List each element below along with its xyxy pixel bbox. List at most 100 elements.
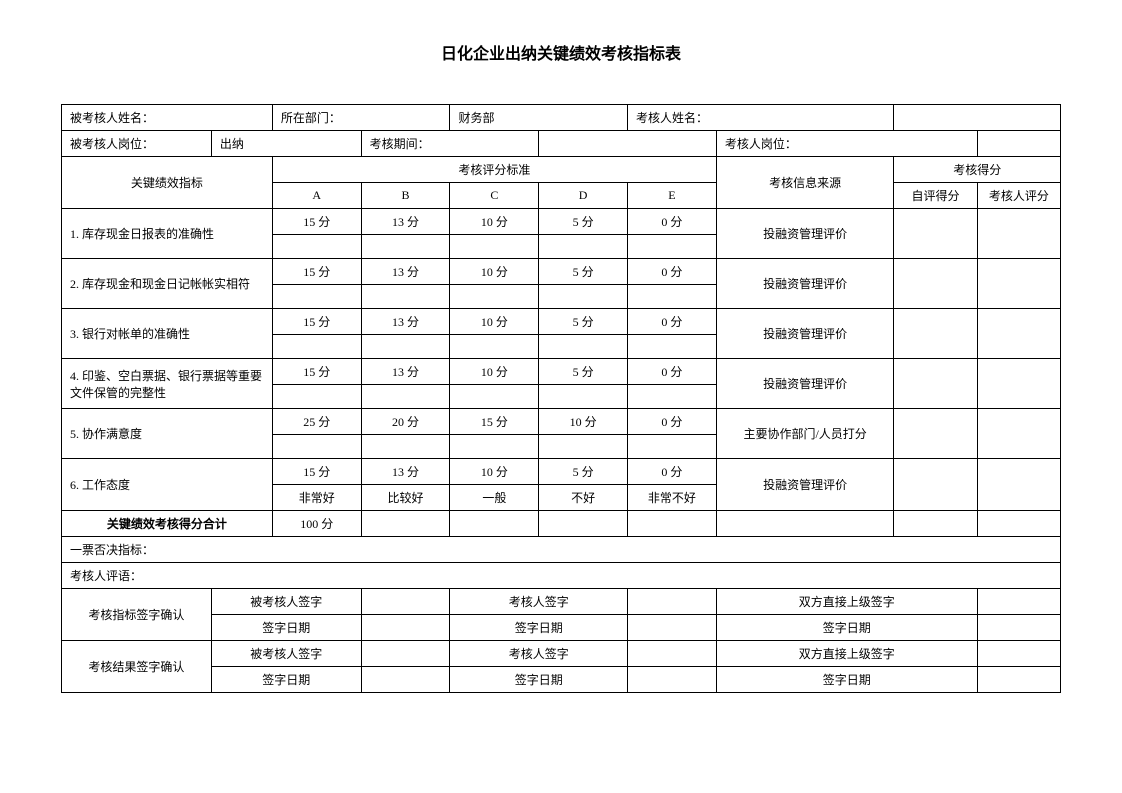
- label-cell: 比较好: [361, 485, 450, 511]
- score-cell: 10 分: [450, 209, 539, 235]
- comment-row[interactable]: 考核人评语：: [62, 563, 1061, 589]
- blank-cell: [894, 511, 977, 537]
- blank-cell[interactable]: [628, 285, 717, 309]
- blank-cell[interactable]: [272, 335, 361, 359]
- sign-input[interactable]: [977, 641, 1060, 667]
- self-score-input[interactable]: [894, 459, 977, 511]
- examiner-score-input[interactable]: [977, 459, 1060, 511]
- blank-cell[interactable]: [361, 385, 450, 409]
- self-score-input[interactable]: [894, 259, 977, 309]
- date-input[interactable]: [361, 615, 450, 641]
- sign-input[interactable]: [628, 589, 717, 615]
- kpi-confirm-label: 考核指标签字确认: [62, 589, 212, 641]
- blank-cell: [977, 511, 1060, 537]
- blank-cell: [450, 511, 539, 537]
- score-cell: 15 分: [450, 409, 539, 435]
- examiner-name-label: 考核人姓名：: [628, 105, 894, 131]
- examiner-score-input[interactable]: [977, 259, 1060, 309]
- score-cell: 0 分: [628, 259, 717, 285]
- examiner-sign-label: 考核人签字: [450, 589, 628, 615]
- blank-cell: [361, 511, 450, 537]
- score-cell: 0 分: [628, 359, 717, 385]
- kpi-source: 主要协作部门/人员打分: [716, 409, 894, 459]
- blank-cell[interactable]: [539, 285, 628, 309]
- sign-input[interactable]: [361, 589, 450, 615]
- blank-cell[interactable]: [450, 435, 539, 459]
- col-standard: 考核评分标准: [272, 157, 716, 183]
- self-score-input[interactable]: [894, 409, 977, 459]
- period-label: 考核期间：: [361, 131, 539, 157]
- examinee-sign-label: 被考核人签字: [211, 641, 361, 667]
- score-cell: 13 分: [361, 359, 450, 385]
- blank-cell[interactable]: [450, 385, 539, 409]
- blank-cell: [628, 511, 717, 537]
- kpi-row-name: 3. 银行对帐单的准确性: [62, 309, 273, 359]
- score-cell: 15 分: [272, 259, 361, 285]
- blank-cell[interactable]: [361, 435, 450, 459]
- self-score-input[interactable]: [894, 359, 977, 409]
- blank-cell[interactable]: [272, 235, 361, 259]
- score-cell: 13 分: [361, 309, 450, 335]
- kpi-source: 投融资管理评价: [716, 309, 894, 359]
- date-input[interactable]: [361, 667, 450, 693]
- sign-date-label: 签字日期: [211, 615, 361, 641]
- examiner-score-input[interactable]: [977, 409, 1060, 459]
- blank-cell[interactable]: [628, 235, 717, 259]
- kpi-source: 投融资管理评价: [716, 359, 894, 409]
- blank-cell[interactable]: [628, 435, 717, 459]
- examiner-score-input[interactable]: [977, 209, 1060, 259]
- sign-input[interactable]: [628, 641, 717, 667]
- sign-date-label: 签字日期: [450, 667, 628, 693]
- dept-label: 所在部门：: [272, 105, 450, 131]
- period-value[interactable]: [539, 131, 717, 157]
- blank-cell[interactable]: [361, 285, 450, 309]
- score-cell: 0 分: [628, 409, 717, 435]
- score-cell: 13 分: [361, 459, 450, 485]
- score-cell: 5 分: [539, 459, 628, 485]
- date-input[interactable]: [628, 667, 717, 693]
- score-cell: 25 分: [272, 409, 361, 435]
- kpi-row-name: 6. 工作态度: [62, 459, 273, 511]
- score-cell: 5 分: [539, 259, 628, 285]
- blank-cell[interactable]: [450, 235, 539, 259]
- col-examiner-score: 考核人评分: [977, 183, 1060, 209]
- score-cell: 0 分: [628, 309, 717, 335]
- blank-cell[interactable]: [539, 335, 628, 359]
- self-score-input[interactable]: [894, 209, 977, 259]
- date-input[interactable]: [628, 615, 717, 641]
- col-self-score: 自评得分: [894, 183, 977, 209]
- sign-input[interactable]: [977, 589, 1060, 615]
- blank-cell[interactable]: [272, 435, 361, 459]
- score-cell: 10 分: [539, 409, 628, 435]
- blank-cell[interactable]: [272, 285, 361, 309]
- blank-cell: [539, 511, 628, 537]
- examiner-post-value[interactable]: [977, 131, 1060, 157]
- blank-cell[interactable]: [361, 235, 450, 259]
- blank-cell[interactable]: [628, 335, 717, 359]
- examiner-name-value[interactable]: [894, 105, 1061, 131]
- date-input[interactable]: [977, 667, 1060, 693]
- col-a: A: [272, 183, 361, 209]
- examinee-name-label: 被考核人姓名：: [62, 105, 273, 131]
- examiner-score-input[interactable]: [977, 309, 1060, 359]
- blank-cell[interactable]: [361, 335, 450, 359]
- blank-cell[interactable]: [539, 385, 628, 409]
- examiner-score-input[interactable]: [977, 359, 1060, 409]
- blank-cell[interactable]: [450, 335, 539, 359]
- veto-row[interactable]: 一票否决指标：: [62, 537, 1061, 563]
- sign-input[interactable]: [361, 641, 450, 667]
- sign-date-label: 签字日期: [211, 667, 361, 693]
- self-score-input[interactable]: [894, 309, 977, 359]
- kpi-source: 投融资管理评价: [716, 209, 894, 259]
- blank-cell[interactable]: [539, 435, 628, 459]
- kpi-source: 投融资管理评价: [716, 259, 894, 309]
- blank-cell[interactable]: [272, 385, 361, 409]
- blank-cell[interactable]: [450, 285, 539, 309]
- examinee-post-value: 出纳: [211, 131, 361, 157]
- blank-cell[interactable]: [628, 385, 717, 409]
- score-cell: 5 分: [539, 209, 628, 235]
- blank-cell[interactable]: [539, 235, 628, 259]
- date-input[interactable]: [977, 615, 1060, 641]
- col-d: D: [539, 183, 628, 209]
- document-title: 日化企业出纳关键绩效考核指标表: [61, 40, 1061, 64]
